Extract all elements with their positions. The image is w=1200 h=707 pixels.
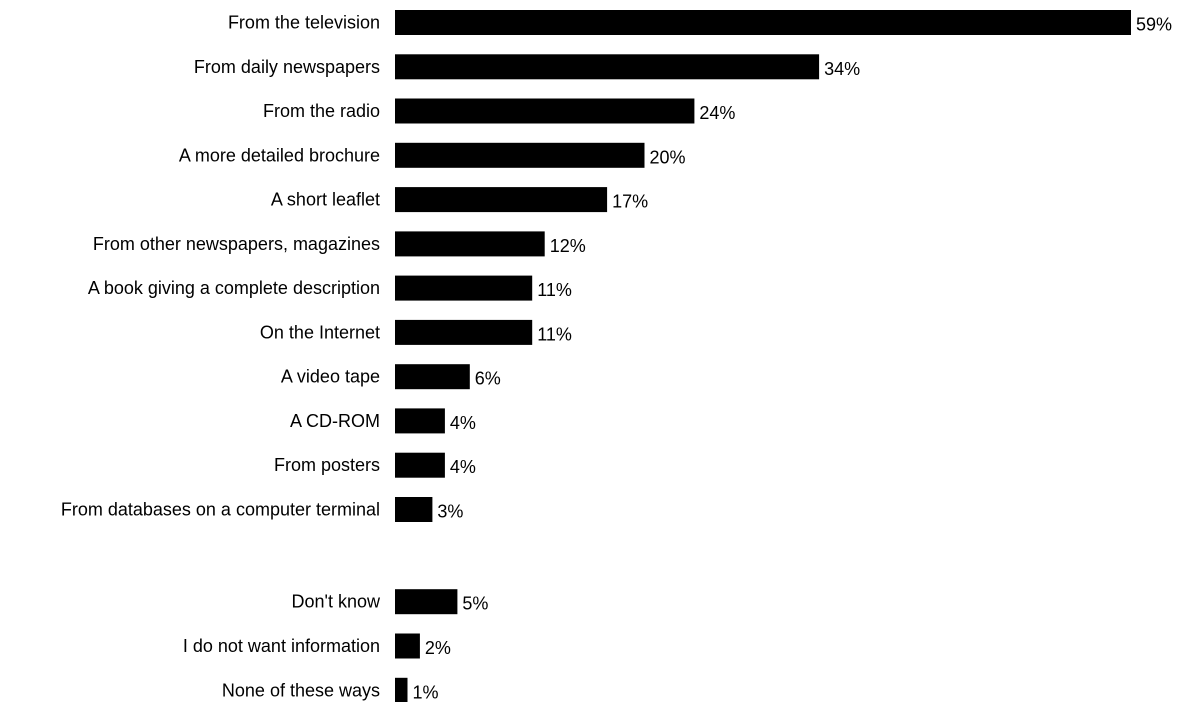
bars-layer [395, 10, 1131, 703]
category-label-a-video-tape: A video tape [281, 367, 380, 387]
category-label-from-daily-newspapers: From daily newspapers [194, 57, 380, 77]
value-label-from-the-television: 59% [1136, 15, 1172, 35]
category-label-from-other-newspapers-magazines: From other newspapers, magazines [93, 234, 380, 254]
category-label-from-the-television: From the television [228, 13, 380, 33]
value-label-a-video-tape: 6% [475, 369, 501, 389]
category-label-from-posters: From posters [274, 455, 380, 475]
bar-from-posters [395, 452, 445, 478]
bar-don-t-know [395, 589, 458, 615]
value-label-from-the-radio: 24% [699, 103, 735, 123]
value-label-none-of-these-ways: 1% [413, 682, 439, 702]
bar-from-the-radio [395, 98, 695, 124]
bar-a-more-detailed-brochure [395, 142, 645, 168]
category-label-from-databases-on-a-computer-terminal: From databases on a computer terminal [61, 500, 380, 520]
value-label-a-short-leaflet: 17% [612, 192, 648, 212]
bar-i-do-not-want-information [395, 633, 420, 659]
category-label-a-short-leaflet: A short leaflet [271, 190, 380, 210]
bar-from-databases-on-a-computer-terminal [395, 497, 433, 522]
category-labels-layer: From the television From daily newspapers… [61, 13, 381, 701]
value-label-from-databases-on-a-computer-terminal: 3% [437, 502, 463, 522]
bar-a-video-tape [395, 364, 470, 390]
bar-from-daily-newspapers [395, 54, 820, 80]
value-label-a-book-giving-a-complete-description: 11% [537, 280, 572, 300]
value-label-a-cd-rom: 4% [450, 413, 476, 433]
value-label-on-the-internet: 11% [537, 324, 572, 344]
value-label-from-other-newspapers-magazines: 12% [550, 236, 586, 256]
value-label-from-posters: 4% [450, 457, 476, 477]
value-label-from-daily-newspapers: 34% [824, 59, 860, 79]
bar-none-of-these-ways [395, 677, 408, 703]
value-label-don-t-know: 5% [462, 594, 488, 614]
category-label-a-cd-rom: A CD-ROM [290, 411, 380, 431]
bar-on-the-internet [395, 319, 533, 345]
category-label-a-book-giving-a-complete-description: A book giving a complete description [88, 278, 380, 298]
category-label-don-t-know: Don't know [292, 592, 381, 612]
bar-a-cd-rom [395, 408, 445, 434]
bar-from-other-newspapers-magazines [395, 231, 545, 257]
category-label-none-of-these-ways: None of these ways [222, 680, 380, 700]
bar-a-short-leaflet [395, 187, 608, 213]
value-labels-layer: 59% 34% 24% 20% 17% 12% 11% 11% 6% 4% 4% 3% 5% 2% 1% [413, 15, 1173, 703]
category-label-a-more-detailed-brochure: A more detailed brochure [179, 145, 380, 165]
value-label-i-do-not-want-information: 2% [425, 638, 451, 658]
category-label-from-the-radio: From the radio [263, 101, 380, 121]
category-label-on-the-internet: On the Internet [260, 322, 380, 342]
bar-from-the-television [395, 10, 1131, 35]
value-label-a-more-detailed-brochure: 20% [650, 147, 686, 167]
category-label-i-do-not-want-information: I do not want information [183, 636, 380, 656]
bar-a-book-giving-a-complete-description [395, 275, 533, 301]
